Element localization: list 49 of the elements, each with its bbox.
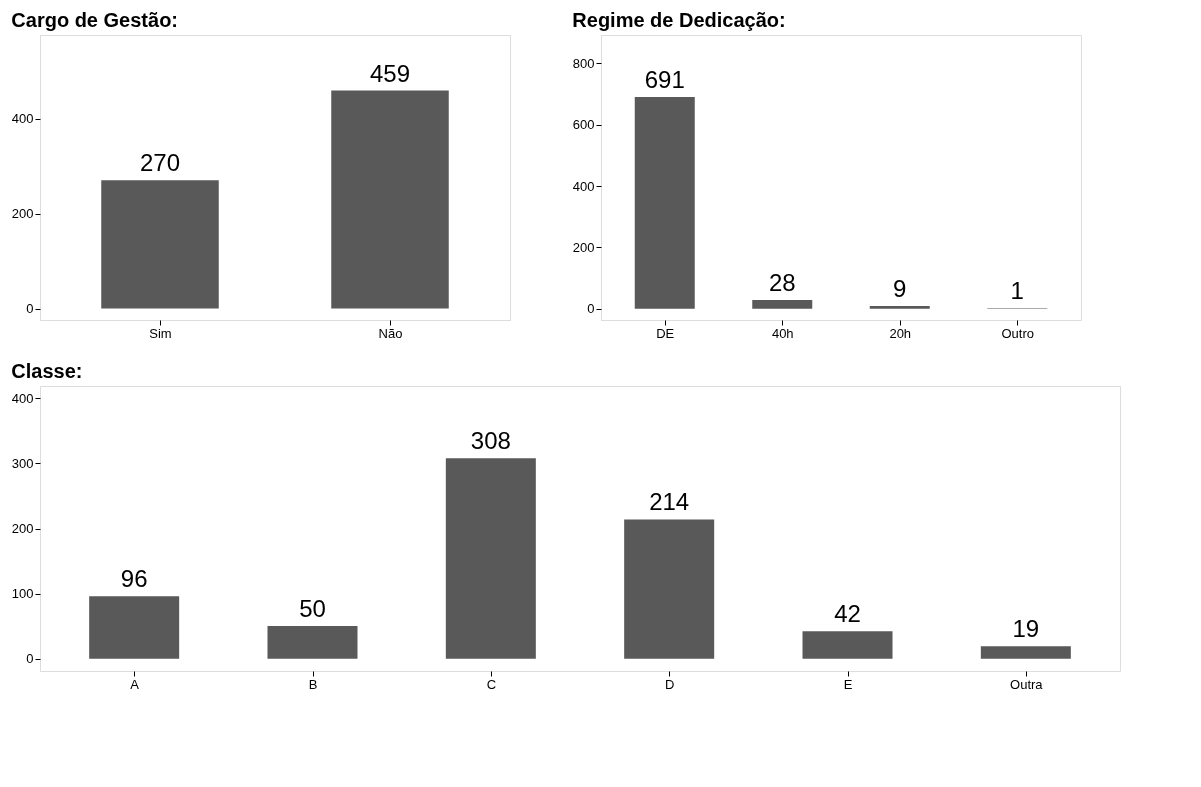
bar xyxy=(634,96,695,309)
bar xyxy=(267,626,358,659)
chart-title: Regime de Dedicação: xyxy=(572,9,786,31)
data-label: 50 xyxy=(299,595,326,623)
bar xyxy=(869,305,930,309)
chart-title: Cargo de Gestão: xyxy=(11,9,179,31)
x-tick-label: Outro xyxy=(1001,325,1035,341)
x-tick-label: E xyxy=(843,676,853,692)
y-tick-label: 200 xyxy=(11,206,34,222)
y-tick-label: 200 xyxy=(11,521,34,536)
data-label: 691 xyxy=(644,65,685,93)
data-label: 214 xyxy=(649,488,690,516)
data-label: 96 xyxy=(120,565,148,593)
data-label: 9 xyxy=(893,274,907,302)
x-tick-label: Sim xyxy=(149,325,172,341)
x-tick-label: C xyxy=(486,676,497,692)
x-tick-label: D xyxy=(664,676,675,692)
y-tick-label: 100 xyxy=(11,586,34,602)
y-tick-label: 0 xyxy=(587,301,595,317)
data-label: 270 xyxy=(139,149,181,177)
x-tick-label: 40h xyxy=(771,325,794,341)
bar xyxy=(445,458,536,659)
x-tick-label: 20h xyxy=(889,325,912,341)
y-tick-label: 400 xyxy=(11,111,34,127)
data-label: 19 xyxy=(1012,615,1040,643)
y-tick-label: 0 xyxy=(26,651,34,667)
chart-title: Classe: xyxy=(11,360,83,382)
data-label: 1 xyxy=(1010,277,1024,305)
data-label: 308 xyxy=(470,427,511,455)
y-tick-label: 800 xyxy=(572,56,595,71)
bar xyxy=(624,519,715,659)
x-tick-label: Não xyxy=(378,325,403,341)
y-tick-label: 400 xyxy=(572,178,595,194)
x-tick-label: A xyxy=(130,676,140,692)
bar xyxy=(802,631,893,659)
x-tick-label: B xyxy=(308,676,318,692)
y-tick-label: 600 xyxy=(572,117,595,133)
y-tick-label: 400 xyxy=(11,390,34,406)
y-tick-label: 0 xyxy=(26,301,34,317)
data-label: 459 xyxy=(369,59,411,87)
data-label: 28 xyxy=(768,269,796,297)
bar xyxy=(980,646,1071,659)
x-tick-label: DE xyxy=(656,325,675,341)
x-tick-label: Outra xyxy=(1010,676,1044,692)
bar xyxy=(752,300,813,309)
bar xyxy=(89,596,180,659)
y-tick-label: 200 xyxy=(572,239,595,255)
y-tick-label: 300 xyxy=(11,455,34,471)
data-label: 42 xyxy=(834,600,861,628)
